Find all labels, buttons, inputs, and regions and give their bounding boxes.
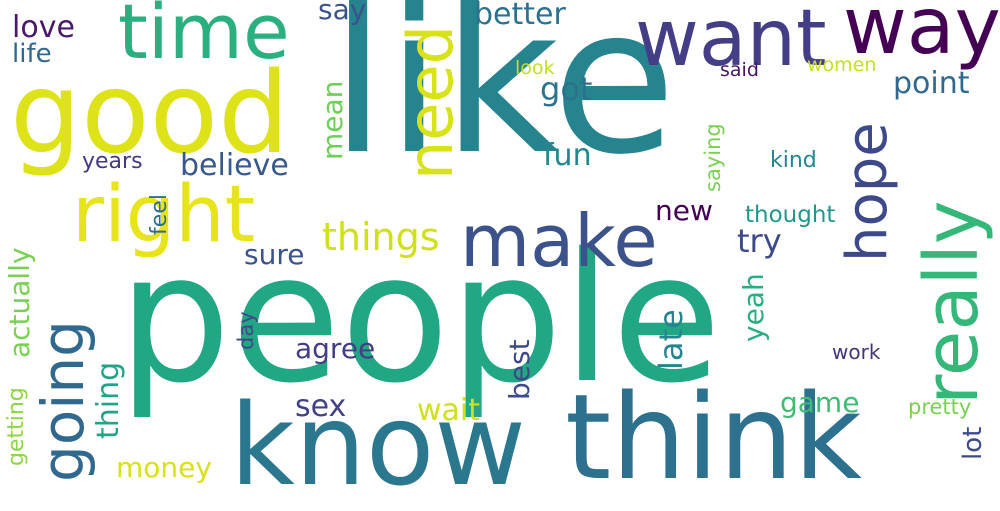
word-cloud: people like think know good time want wa… [3,0,1000,511]
word-years: years [82,149,143,174]
word-game: game [780,386,860,419]
word-believe: believe [180,148,289,183]
word-saying: saying [701,123,725,192]
word-people: people [118,215,722,422]
word-thought: thought [745,202,836,228]
word-new: new [655,194,713,227]
word-love: love [12,10,75,45]
word-late: late [652,309,690,370]
word-got: got [540,70,593,108]
word-day: day [234,311,258,350]
word-really: really [909,200,995,405]
word-going: going [29,320,97,482]
word-agree: agree [295,332,376,365]
word-work: work [832,340,881,364]
word-actually: actually [3,247,36,358]
word-kind: kind [770,148,817,173]
word-feel: feel [147,194,172,235]
word-best: best [503,339,536,400]
word-sure: sure [244,238,305,271]
word-getting: getting [4,387,29,466]
word-good: good [10,49,290,179]
word-money: money [116,451,212,484]
word-yeah: yeah [737,273,770,342]
word-pretty: pretty [908,395,972,419]
word-know: know [230,381,526,511]
word-fun: fun [543,138,592,173]
word-point: point [893,66,970,101]
word-lot: lot [958,426,988,460]
word-think: think [565,368,862,506]
word-wait: wait [417,393,481,428]
word-mean: mean [316,80,349,160]
word-say: say [318,0,367,26]
word-look: look [515,57,555,79]
word-women: women [807,54,877,76]
word-thing: thing [91,361,126,439]
word-hope: hope [835,122,900,262]
word-life: life [12,39,52,69]
word-time: time [118,0,290,76]
word-want: want [635,0,827,84]
word-said: said [720,59,759,81]
word-make: make [460,199,658,283]
word-right: right [72,170,256,260]
word-like: like [330,0,677,199]
word-try: try [737,222,782,260]
word-sex: sex [295,389,347,424]
word-things: things [322,215,440,259]
word-way: way [843,0,1000,72]
word-need: need [394,25,467,180]
word-better: better [474,0,566,32]
